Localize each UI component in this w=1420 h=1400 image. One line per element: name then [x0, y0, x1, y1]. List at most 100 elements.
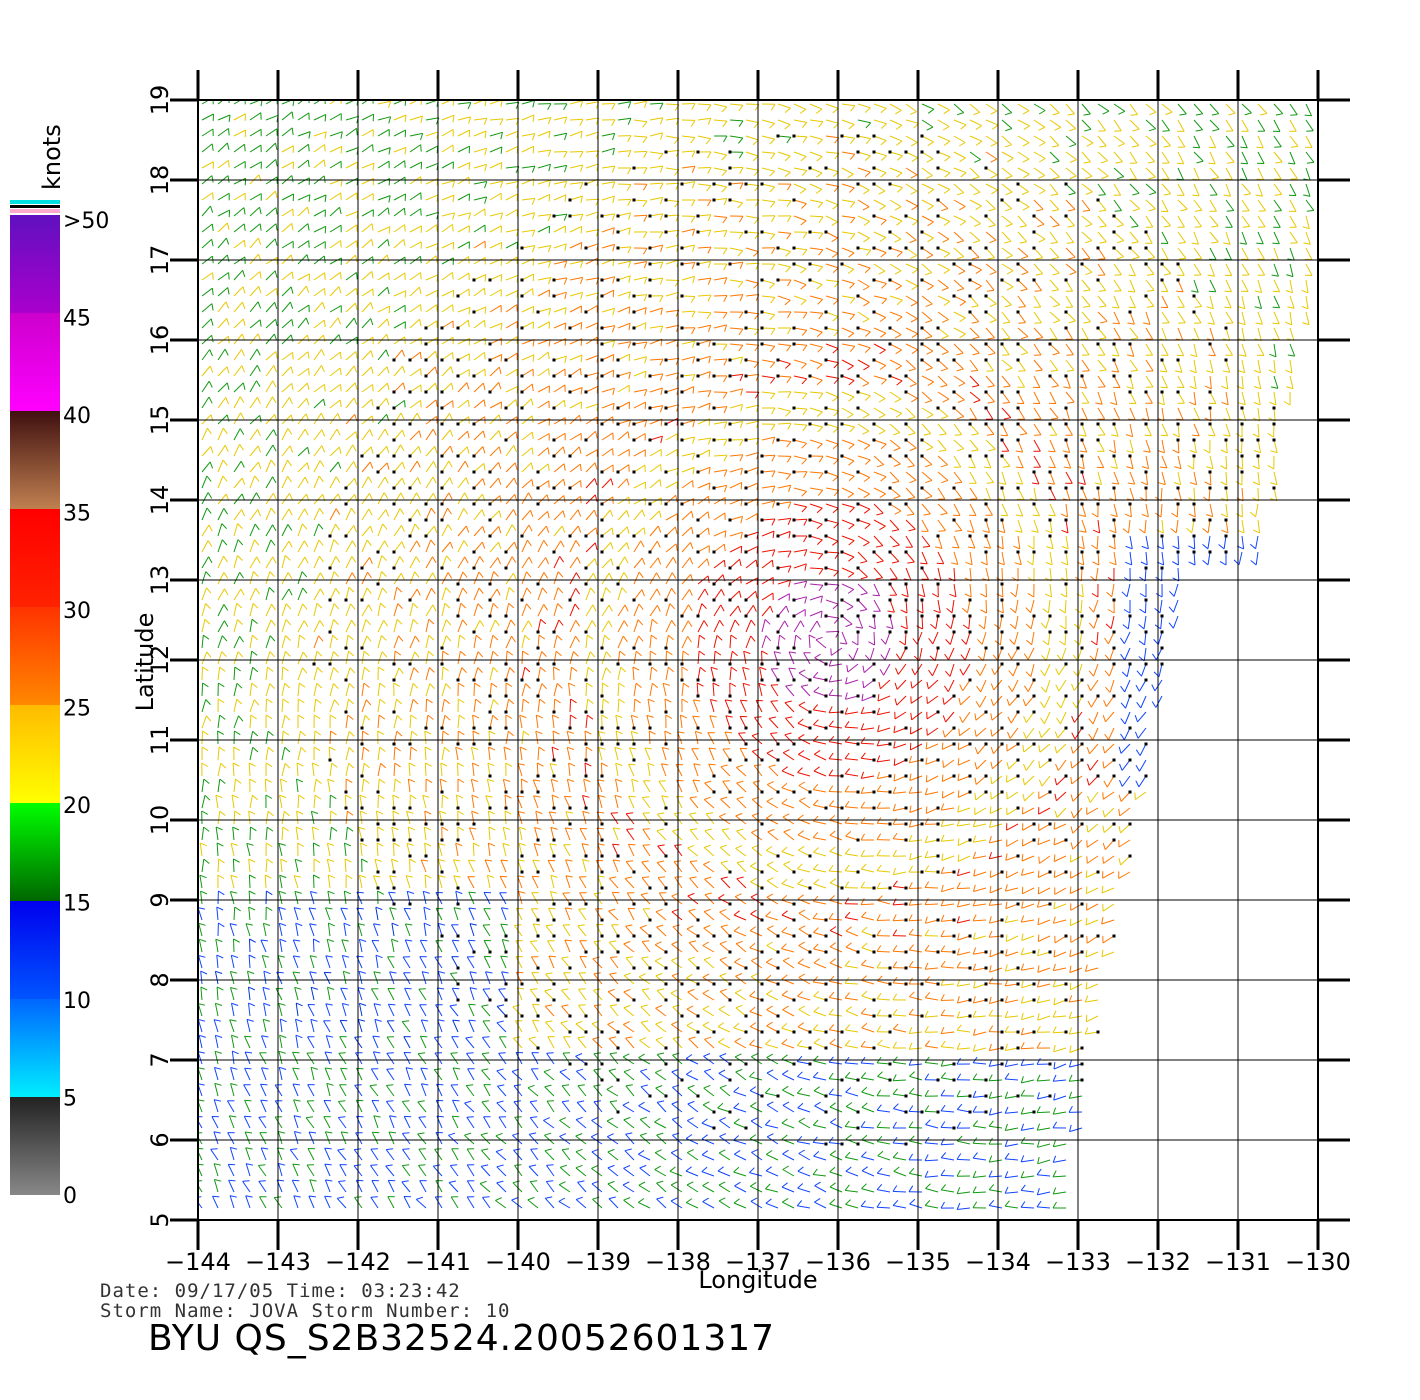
wind-barb	[937, 407, 949, 417]
rain-flag-dot	[968, 310, 972, 314]
wind-barb	[217, 572, 225, 585]
wind-barb-flag	[659, 373, 664, 381]
wind-barb	[553, 417, 566, 425]
wind-barb	[313, 475, 320, 489]
wind-barb-flag	[452, 100, 455, 106]
rain-flag-dot	[408, 454, 412, 458]
wind-barb-flag	[895, 412, 903, 418]
wind-barb	[1033, 119, 1046, 128]
wind-barb	[585, 587, 591, 601]
wind-barb-flag	[1126, 450, 1134, 454]
wind-barb	[377, 462, 388, 473]
wind-barb-flag	[628, 291, 631, 299]
wind-barb	[1223, 535, 1227, 549]
rain-flag-dot	[488, 502, 492, 506]
wind-barb-flag	[708, 403, 711, 411]
rain-flag-dot	[584, 534, 588, 538]
wind-barb	[1113, 487, 1117, 501]
wind-barb	[217, 523, 223, 537]
wind-barb-flag	[1195, 129, 1203, 132]
wind-barb	[489, 414, 500, 425]
rain-flag-dot	[824, 166, 828, 170]
wind-barb	[585, 211, 599, 217]
wind-barb	[681, 262, 695, 265]
wind-barb-flag	[1110, 514, 1118, 518]
wind-barb-flag	[435, 382, 438, 391]
rain-flag-dot	[824, 422, 828, 426]
wind-barb	[1177, 311, 1186, 324]
wind-barb	[985, 359, 994, 371]
wind-barb-flag	[548, 260, 552, 268]
wind-barb	[489, 304, 502, 313]
wind-barb	[425, 428, 434, 441]
wind-barb	[521, 305, 534, 313]
rain-flag-dot	[888, 582, 892, 586]
wind-barb	[681, 165, 695, 169]
wind-barb	[457, 306, 471, 313]
wind-barb	[297, 194, 311, 201]
wind-barb	[681, 310, 696, 313]
rain-flag-dot	[632, 166, 636, 170]
rain-flag-dot	[888, 486, 892, 490]
wind-barb	[1257, 423, 1260, 438]
wind-barb-flag	[864, 523, 871, 530]
wind-barb	[713, 198, 727, 201]
rain-flag-dot	[824, 406, 828, 410]
wind-barb	[281, 524, 289, 537]
wind-barb-flag	[1211, 225, 1219, 228]
rain-flag-dot	[1032, 230, 1036, 234]
wind-barb-flag	[675, 543, 678, 551]
wind-barb-flag	[941, 319, 949, 323]
wind-barb	[681, 480, 693, 489]
wind-barb-flag	[322, 302, 326, 309]
wind-barb-flag	[908, 432, 916, 436]
wind-barb	[233, 177, 246, 185]
rain-flag-dot	[408, 534, 412, 538]
wind-barb-flag	[500, 162, 503, 170]
wind-barb	[681, 406, 695, 409]
wind-barb-flag	[989, 319, 997, 324]
wind-barb	[345, 414, 356, 425]
wind-barb-flag	[738, 328, 744, 336]
wind-barb	[985, 439, 996, 450]
wind-barb	[665, 182, 680, 185]
wind-barb-flag	[420, 133, 424, 141]
wind-barb-flag	[1021, 336, 1028, 340]
wind-barb	[1145, 407, 1150, 421]
wind-barb	[377, 286, 388, 297]
wind-barb-flag	[755, 559, 758, 567]
wind-barb-flag	[660, 464, 662, 472]
wind-barb	[1065, 295, 1074, 308]
wind-barb-flag	[404, 290, 407, 298]
wind-barb	[201, 128, 214, 137]
rain-flag-dot	[520, 534, 524, 538]
wind-barb	[1129, 391, 1137, 404]
rain-flag-dot	[888, 550, 892, 554]
wind-barb-flag	[784, 124, 791, 130]
wind-barb	[553, 355, 567, 361]
wind-barb-flag	[611, 119, 616, 127]
wind-barb-flag	[337, 461, 342, 469]
wind-barb	[985, 119, 999, 126]
wind-barb-flag	[205, 603, 211, 609]
wind-barb	[1065, 279, 1074, 292]
wind-barb-flag	[1021, 191, 1029, 195]
wind-barb-flag	[207, 492, 213, 499]
wind-barb	[761, 311, 775, 316]
wind-barb-flag	[818, 472, 824, 480]
wind-barb	[361, 539, 368, 553]
wind-barb	[377, 226, 391, 233]
wind-barb	[441, 541, 451, 553]
wind-barb-flag	[1189, 449, 1197, 454]
rain-flag-dot	[728, 166, 732, 170]
wind-barb	[345, 147, 359, 153]
wind-barb	[633, 294, 647, 297]
wind-barb	[777, 422, 792, 425]
wind-barb-flag	[226, 382, 230, 390]
wind-barb-flag	[658, 231, 664, 239]
wind-barb	[393, 573, 402, 585]
wind-barb	[809, 199, 823, 204]
wind-barb	[505, 145, 518, 153]
wind-barb-flag	[1168, 606, 1174, 613]
wind-barb	[761, 151, 775, 154]
